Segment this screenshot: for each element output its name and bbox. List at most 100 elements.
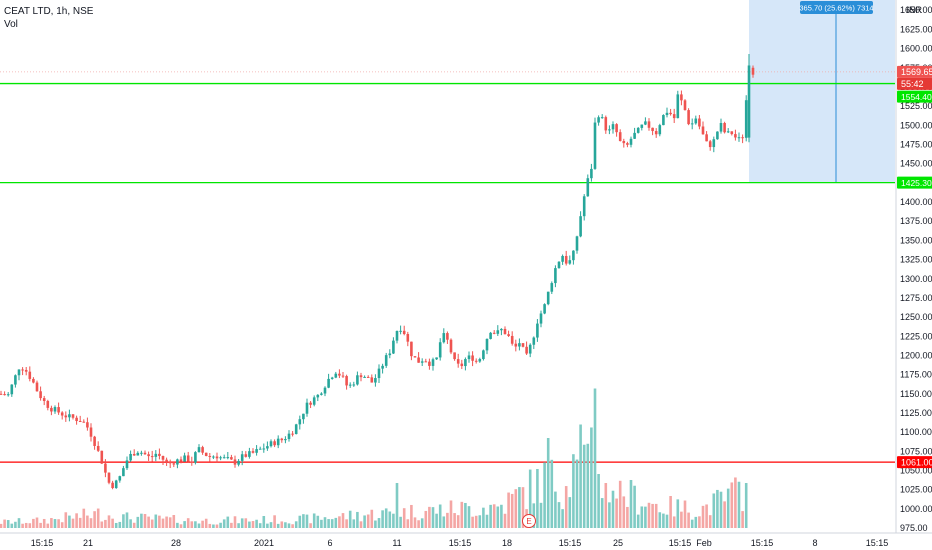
- candle-body: [93, 436, 96, 446]
- candle-body: [528, 344, 532, 354]
- volume-bar: [705, 504, 708, 528]
- volume-bar: [237, 523, 240, 528]
- volume-bar: [309, 523, 312, 528]
- volume-bar: [276, 523, 280, 528]
- candle-body: [546, 291, 550, 305]
- volume-legend-label[interactable]: Vol: [4, 19, 18, 30]
- candle-body: [500, 328, 503, 331]
- volume-bar: [449, 500, 453, 528]
- volume-bar: [226, 516, 230, 528]
- volume-bar: [554, 491, 557, 528]
- candle-body: [543, 304, 546, 314]
- volume-bar: [172, 514, 176, 528]
- candle-body: [705, 134, 708, 142]
- candle-body: [467, 355, 471, 360]
- candle-body: [6, 394, 10, 396]
- y-tick-label: 1600.00: [900, 44, 932, 54]
- candle-body: [507, 334, 510, 336]
- volume-bar: [269, 522, 273, 528]
- y-tick-label: 1500.00: [900, 120, 932, 130]
- upper-level-tag-bg: [897, 90, 932, 103]
- candle-body: [75, 417, 78, 422]
- volume-bar: [474, 515, 478, 528]
- volume-bar: [456, 515, 460, 528]
- volume-bar: [359, 521, 363, 528]
- candle-body: [284, 439, 287, 441]
- candle-body: [140, 452, 143, 454]
- candle-body: [345, 376, 348, 386]
- candle-body: [572, 250, 575, 261]
- candle-body: [194, 452, 197, 463]
- candle-body: [554, 268, 557, 284]
- volume-bar: [312, 513, 316, 528]
- volume-bar: [284, 522, 287, 528]
- candle-body: [395, 330, 399, 341]
- volume-bar: [514, 489, 518, 528]
- currency-label[interactable]: INR: [906, 5, 923, 15]
- candle-body: [24, 369, 28, 372]
- candle-body: [273, 441, 276, 446]
- candle-body: [420, 361, 424, 363]
- volume-bar: [744, 483, 748, 528]
- volume-bar: [233, 516, 237, 528]
- candle-body: [42, 398, 46, 402]
- candle-body: [39, 391, 42, 399]
- volume-bar: [179, 524, 183, 528]
- volume-bar: [647, 502, 651, 528]
- candle-body: [158, 453, 161, 456]
- candle-body: [726, 131, 730, 133]
- symbol-title[interactable]: CEAT LTD, 1h, NSE: [4, 6, 94, 17]
- volume-bar: [374, 520, 377, 528]
- volume-bar: [251, 521, 255, 528]
- candle-body: [690, 123, 694, 125]
- candle-body: [654, 131, 658, 135]
- volume-bar: [255, 519, 258, 528]
- candle-body: [190, 461, 194, 463]
- candle-body: [492, 332, 496, 334]
- candle-body: [143, 452, 147, 455]
- candle-body: [316, 394, 320, 398]
- volume-bar: [683, 500, 687, 528]
- candle-body: [701, 126, 705, 135]
- y-tick-label: 1225.00: [900, 331, 932, 341]
- volume-bar: [435, 513, 438, 528]
- volume-bar: [431, 507, 435, 528]
- candle-body: [388, 353, 392, 356]
- volume-bar: [608, 502, 611, 528]
- candle-body: [212, 456, 215, 458]
- candle-body: [446, 333, 449, 340]
- x-tick-label: 15:15: [31, 538, 54, 548]
- candle-body: [550, 283, 554, 292]
- volume-bar: [118, 521, 122, 528]
- lower-level-tag-bg: [897, 176, 932, 189]
- volume-bar: [420, 518, 424, 528]
- candle-body: [456, 359, 460, 364]
- volume-bar: [708, 515, 712, 528]
- candle-body: [716, 131, 719, 140]
- candle-body: [460, 363, 464, 367]
- volume-bar: [741, 511, 744, 528]
- candle-body: [658, 125, 662, 135]
- candle-body: [392, 340, 395, 354]
- volume-bar: [291, 524, 294, 528]
- volume-bar: [107, 515, 111, 528]
- y-tick-label: 1200.00: [900, 350, 932, 360]
- y-tick-label: 1650.00: [900, 5, 932, 15]
- candle-body: [280, 438, 284, 441]
- candle-body: [251, 451, 255, 453]
- candle-body: [258, 448, 262, 450]
- volume-bar: [658, 512, 662, 528]
- countdown-tag: 55:42: [897, 77, 932, 90]
- volume-bar: [377, 518, 381, 528]
- volume-bar: [665, 514, 669, 528]
- volume-bar: [111, 518, 114, 528]
- candle-body: [28, 371, 32, 379]
- candle-body: [86, 422, 89, 428]
- candle-body: [111, 482, 114, 489]
- volume-bar: [71, 518, 75, 528]
- volume-bar: [39, 522, 42, 528]
- candle-body: [399, 330, 402, 332]
- candle-body: [633, 132, 636, 139]
